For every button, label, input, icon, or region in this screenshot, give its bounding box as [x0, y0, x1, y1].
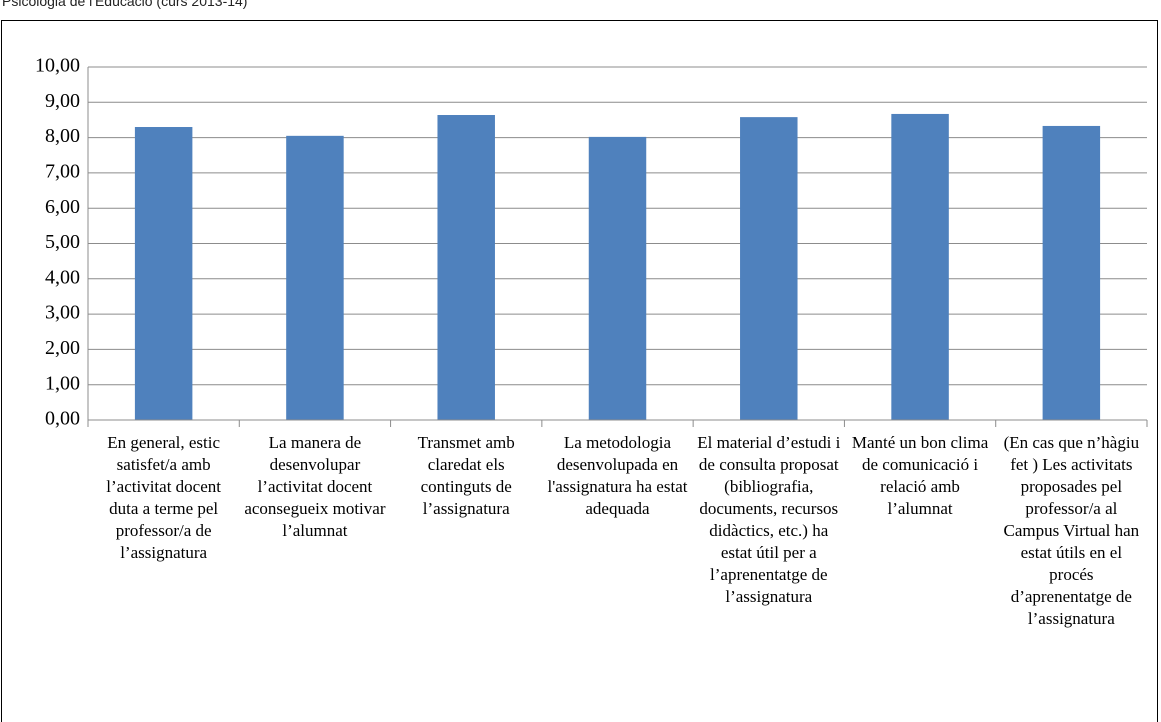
y-tick-label: 4,00 [45, 266, 80, 288]
bar [1042, 125, 1101, 421]
x-tick-label: Manté un bon clima de comunicació i rela… [851, 433, 989, 518]
bar [437, 115, 495, 421]
x-tick-label: La metodologia desenvolupada en l'assign… [547, 433, 688, 518]
y-tick-label: 1,00 [45, 372, 80, 394]
x-tick-label: La manera de desenvolupar l’activitat do… [244, 433, 386, 540]
y-tick-label: 8,00 [45, 125, 80, 147]
bar [891, 113, 949, 420]
chart-frame [1, 20, 1158, 722]
x-tick-label: (En cas que n’hàgiu fet ) Les activitats… [1003, 433, 1140, 628]
bar [134, 127, 193, 420]
y-tick-label: 2,00 [45, 337, 80, 359]
y-tick-label: 0,00 [45, 408, 80, 430]
x-tick-label: En general, estic satisfet/a amb l’activ… [106, 433, 221, 562]
y-tick-label: 9,00 [45, 90, 80, 112]
bar [740, 117, 798, 420]
chart-title: Psicologia de l'Educació (curs 2013-14) [2, 0, 248, 9]
x-tick-label: El material d’estudi i de consulta propo… [697, 433, 841, 606]
y-tick-label: 6,00 [45, 196, 80, 218]
x-tick-label: Transmet amb claredat els continguts de … [417, 433, 515, 518]
y-tick-label: 7,00 [45, 160, 80, 182]
y-tick-label: 3,00 [45, 302, 80, 324]
y-tick-label: 10,00 [35, 55, 80, 77]
y-tick-label: 5,00 [45, 231, 80, 253]
bar [286, 135, 344, 420]
bar [588, 136, 647, 421]
